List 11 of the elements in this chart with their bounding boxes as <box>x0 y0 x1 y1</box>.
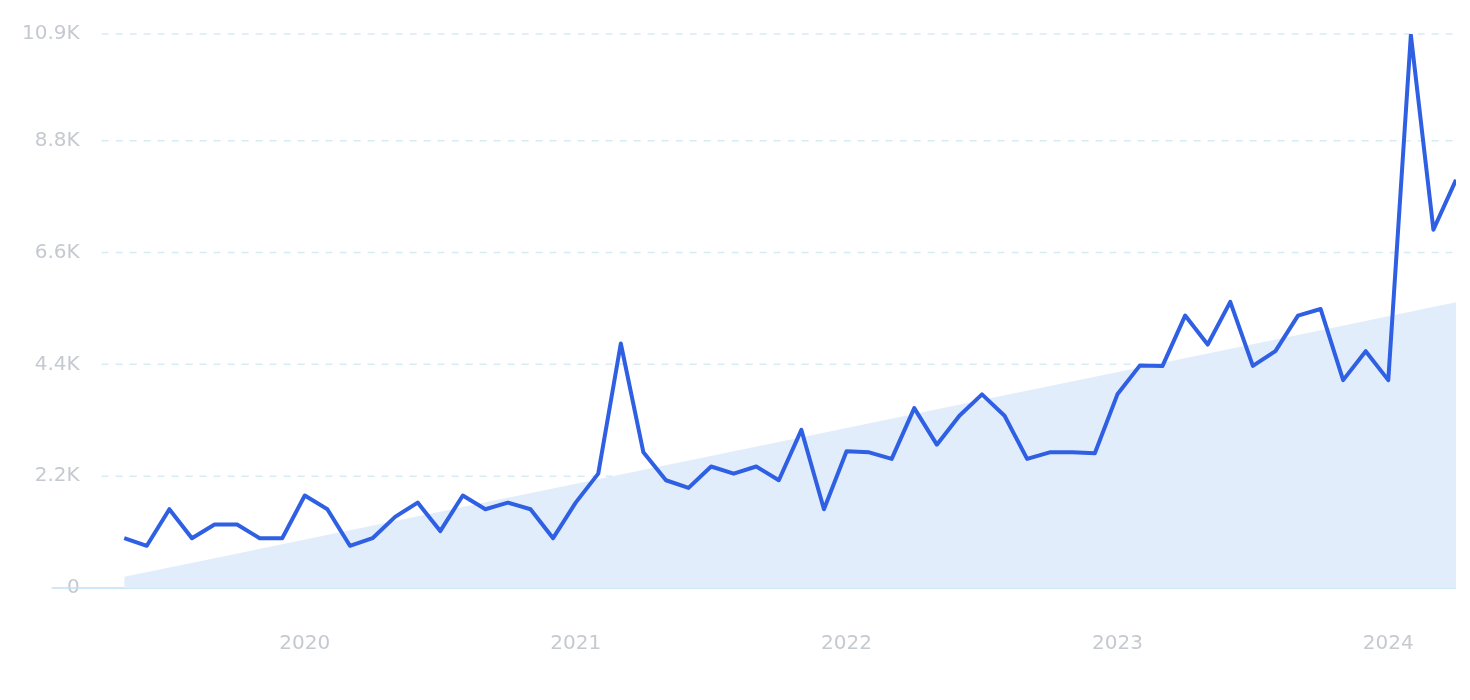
y-tick-label: 2.2K <box>34 462 81 487</box>
x-tick-label: 2023 <box>1091 630 1143 655</box>
y-tick-label: 4.4K <box>34 350 81 375</box>
x-tick-label: 2022 <box>821 630 872 655</box>
y-tick-label: 10.9K <box>21 20 81 45</box>
x-tick-label: 2024 <box>1362 630 1414 655</box>
x-tick-label: 2020 <box>279 630 331 655</box>
y-tick-label: 6.6K <box>34 238 81 263</box>
y-tick-label: 0 <box>66 574 80 599</box>
x-tick-label: 2021 <box>550 630 602 655</box>
y-tick-label: 8.8K <box>34 126 81 151</box>
